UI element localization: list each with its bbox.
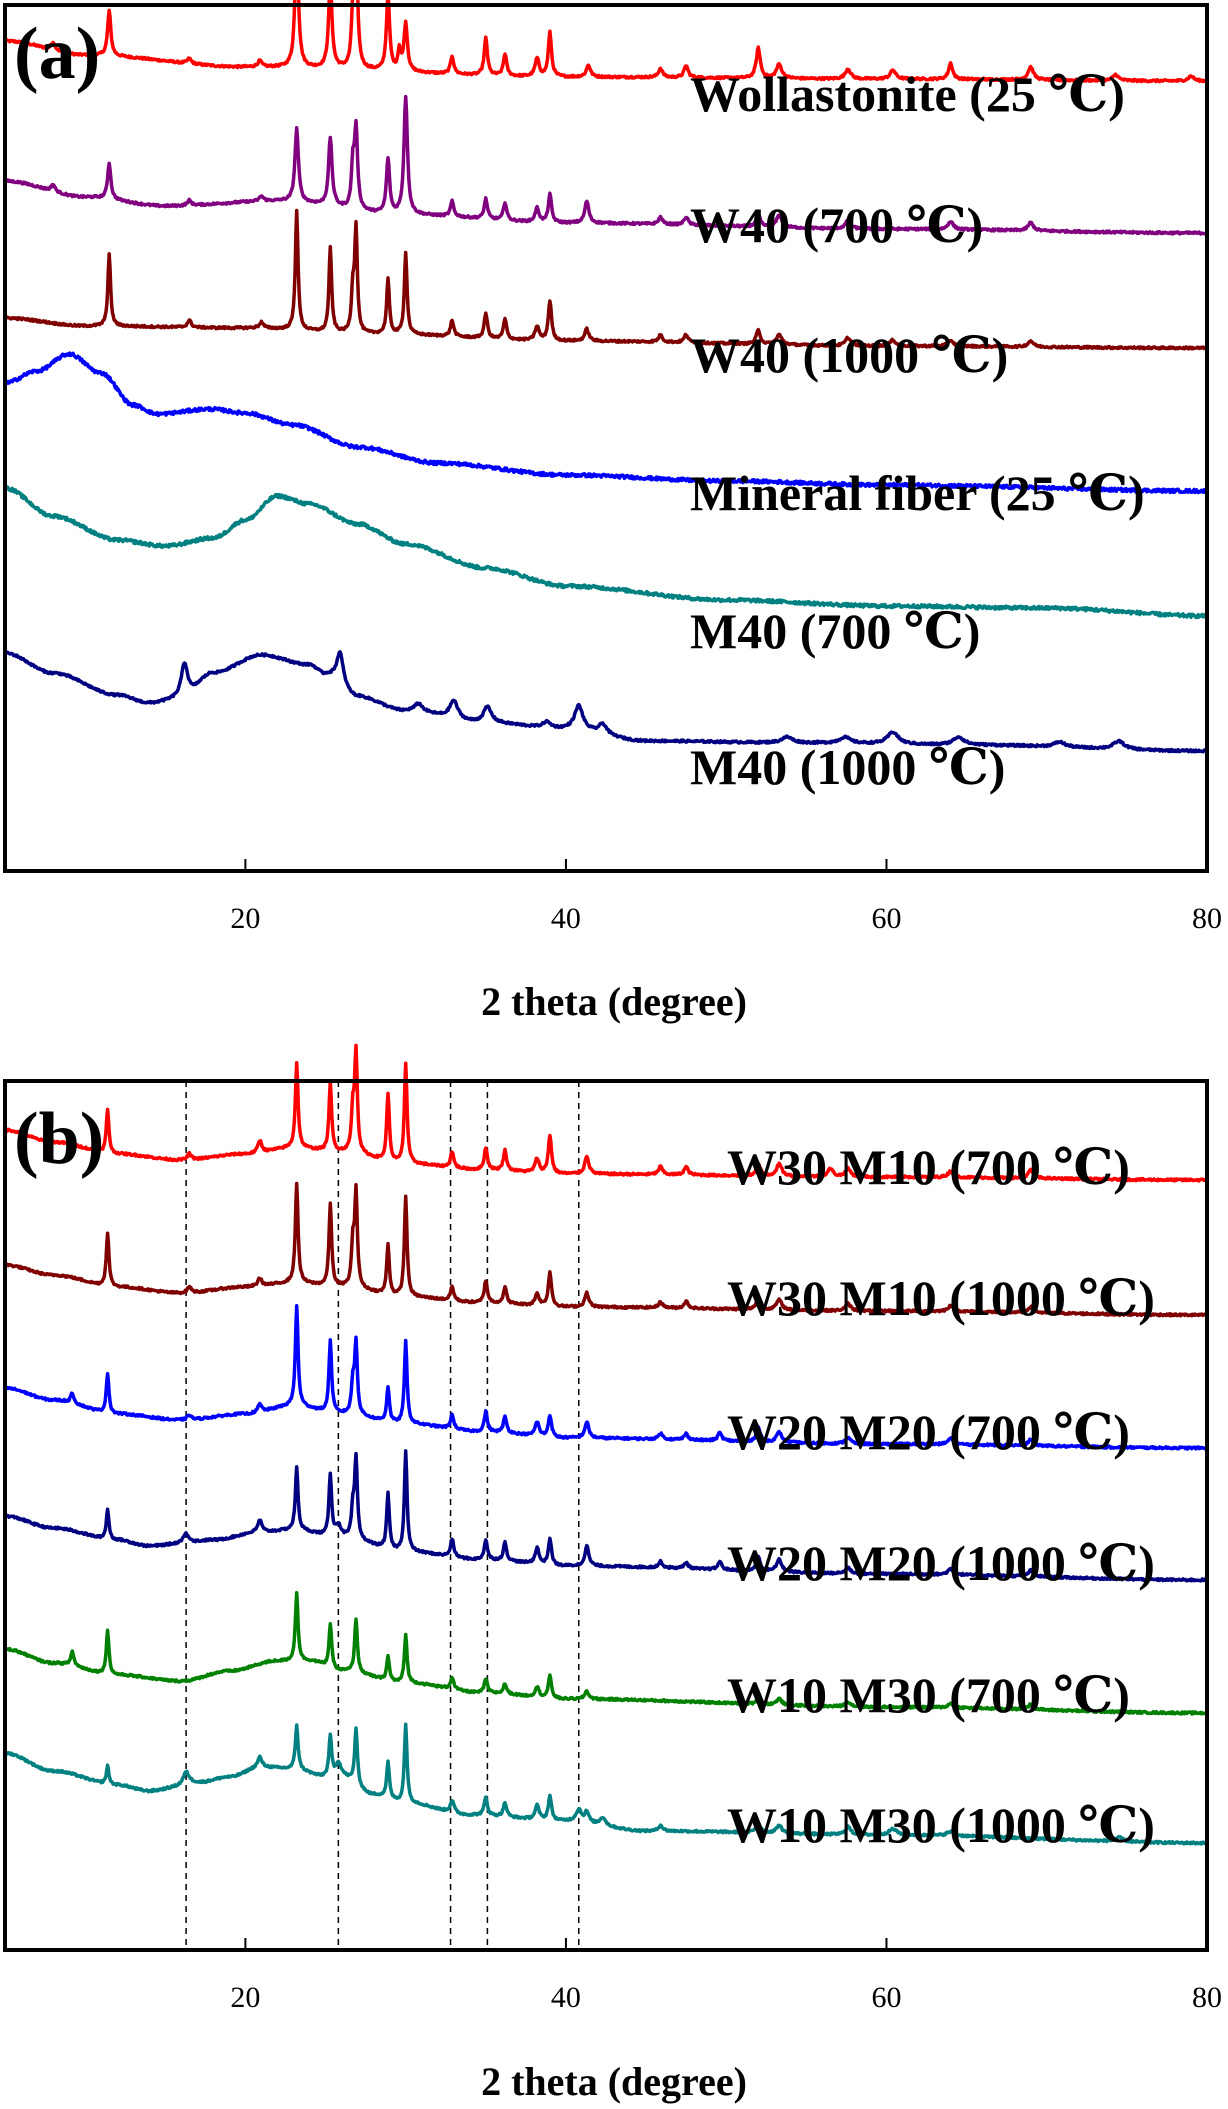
x-tick-label: 20 — [230, 1981, 260, 2014]
x-ticks — [244, 859, 888, 871]
x-tick-label: 80 — [1192, 902, 1222, 935]
series-trace — [3, 1181, 1209, 1318]
panel-tag: (a) — [14, 13, 100, 95]
series-label: M40 (1000 ℃) — [690, 739, 1005, 795]
x-axis-title: 2 theta (degree) — [481, 979, 747, 1024]
plot-frame — [3, 3, 1209, 873]
series-trace — [3, 208, 1209, 351]
series-label: W40 (1000 ℃) — [690, 327, 1008, 383]
series-label: Mineral fiber (25 ℃) — [690, 465, 1145, 521]
x-tick-label: 60 — [871, 1981, 901, 2014]
panel-a: 20 40 60 80 Wollastonite (25 ℃)W40 (700 ℃)W… — [3, 0, 1222, 1024]
panel-b: 20 40 60 80 W30 M10 (700 ℃) W30 M10 (1000 ℃)… — [3, 1043, 1222, 2104]
series-label: W10 M30 (700 ℃) — [727, 1667, 1130, 1723]
traces — [3, 0, 1209, 754]
series-label: W30 M10 (700 ℃) — [727, 1139, 1130, 1195]
x-tick-label: 20 — [230, 902, 260, 935]
series-label: W30 M10 (1000 ℃) — [727, 1270, 1155, 1326]
series-label: W40 (700 ℃) — [690, 197, 983, 253]
x-tick-label: 40 — [551, 1981, 581, 2014]
series-label: Wollastonite (25 ℃) — [690, 66, 1125, 122]
series-trace — [3, 1043, 1209, 1183]
x-ticks — [244, 1938, 888, 1950]
reference-lines — [185, 1081, 580, 1950]
series-label: M40 (700 ℃) — [690, 603, 980, 659]
series-trace — [3, 1449, 1209, 1583]
series-trace — [3, 650, 1209, 754]
x-tick-label: 80 — [1192, 1981, 1222, 2014]
series-trace — [3, 0, 1209, 84]
x-axis-title: 2 theta (degree) — [481, 2059, 747, 2104]
series-trace — [3, 351, 1209, 495]
series-trace — [3, 1304, 1209, 1451]
series-labels: W30 M10 (700 ℃) W30 M10 (1000 ℃) W20 M20 (… — [727, 1139, 1155, 1853]
series-trace — [3, 94, 1209, 236]
series-trace — [3, 1590, 1209, 1716]
plot-frame — [3, 1079, 1209, 1952]
x-tick-label: 60 — [871, 902, 901, 935]
series-trace — [3, 1722, 1209, 1846]
x-tick-labels: 20 40 60 80 — [230, 902, 1222, 935]
series-labels: Wollastonite (25 ℃) W40 (700 ℃) W40 (1000 … — [690, 66, 1145, 795]
series-label: W20 M20 (700 ℃) — [727, 1404, 1130, 1460]
series-label: W10 M30 (1000 ℃) — [727, 1797, 1155, 1853]
panel-tag: (b) — [14, 1098, 104, 1180]
traces — [3, 1043, 1209, 1846]
x-tick-labels: 20 40 60 80 — [230, 1981, 1222, 2014]
series-label: W20 M20 (1000 ℃) — [727, 1535, 1155, 1591]
series-trace — [3, 485, 1209, 620]
x-tick-label: 40 — [551, 902, 581, 935]
